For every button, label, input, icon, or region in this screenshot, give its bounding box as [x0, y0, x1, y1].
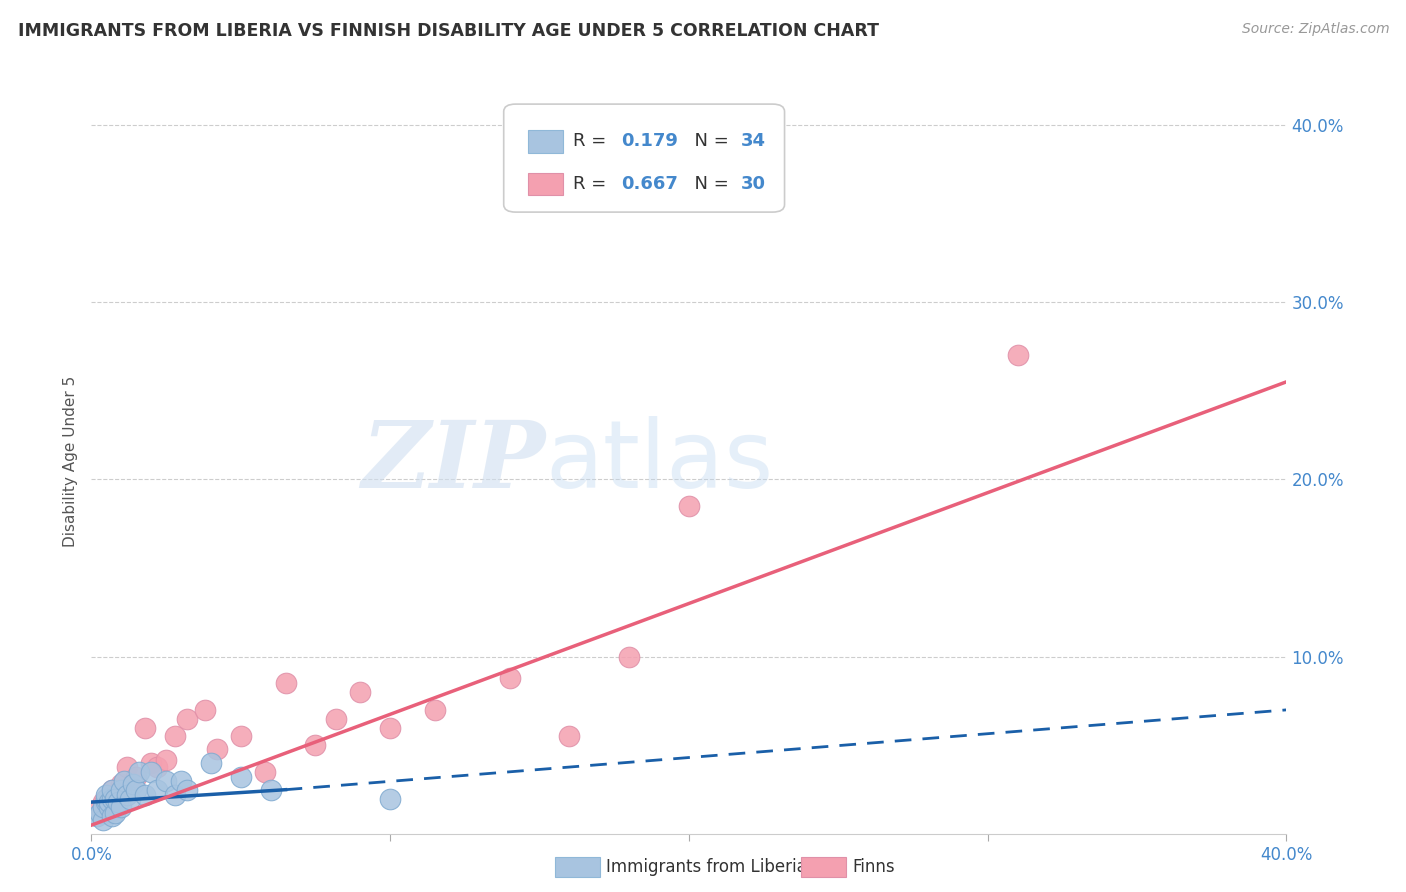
Point [423, 703, 446, 717]
Text: R =: R = [574, 175, 612, 193]
Point [110, 800, 132, 814]
Point [229, 770, 252, 784]
Text: atlas: atlas [546, 416, 773, 508]
Point [155, 773, 177, 788]
Point [349, 685, 371, 699]
Point [200, 756, 222, 770]
Point [101, 791, 124, 805]
FancyBboxPatch shape [503, 104, 785, 212]
Point [115, 759, 138, 773]
Point [253, 764, 276, 779]
Point [125, 770, 148, 784]
Text: 30: 30 [741, 175, 765, 193]
Point [325, 712, 347, 726]
Point [98, 800, 121, 814]
Point [146, 782, 169, 797]
Point [1007, 348, 1029, 362]
FancyBboxPatch shape [527, 173, 564, 195]
Text: R =: R = [574, 132, 612, 151]
Point [141, 764, 163, 779]
Point [304, 739, 326, 753]
Point [104, 791, 127, 805]
Point [112, 773, 135, 788]
Point [155, 752, 177, 766]
Point [96, 791, 118, 805]
Text: Finns: Finns [852, 858, 894, 876]
Point [120, 791, 142, 805]
Point [104, 805, 127, 820]
Point [98, 805, 121, 820]
Text: 0.179: 0.179 [621, 132, 678, 151]
Point [93, 800, 115, 814]
Point [104, 788, 127, 802]
Text: Source: ZipAtlas.com: Source: ZipAtlas.com [1241, 22, 1389, 37]
Point [274, 676, 297, 690]
Point [194, 703, 217, 717]
Point [176, 782, 198, 797]
Point [380, 791, 402, 805]
Point [229, 730, 252, 744]
Point [499, 671, 522, 685]
Point [380, 721, 402, 735]
Point [128, 764, 150, 779]
Point [86, 809, 108, 823]
Point [93, 795, 115, 809]
Text: Immigrants from Liberia: Immigrants from Liberia [606, 858, 807, 876]
Text: N =: N = [683, 175, 734, 193]
Point [89, 800, 111, 814]
Point [163, 730, 186, 744]
Y-axis label: Disability Age Under 5: Disability Age Under 5 [62, 376, 77, 547]
Point [89, 805, 111, 820]
Point [558, 730, 581, 744]
Point [259, 782, 281, 797]
Point [96, 795, 118, 809]
Point [115, 788, 138, 802]
Text: 0.667: 0.667 [621, 175, 678, 193]
Point [93, 813, 115, 827]
Point [110, 777, 132, 791]
Point [101, 782, 124, 797]
Point [101, 809, 124, 823]
Point [134, 788, 156, 802]
Point [170, 773, 193, 788]
Point [176, 712, 198, 726]
Point [125, 782, 148, 797]
Point [96, 788, 118, 802]
Point [96, 791, 118, 805]
Text: IMMIGRANTS FROM LIBERIA VS FINNISH DISABILITY AGE UNDER 5 CORRELATION CHART: IMMIGRANTS FROM LIBERIA VS FINNISH DISAB… [18, 22, 879, 40]
Point [205, 742, 228, 756]
Point [163, 788, 186, 802]
Point [122, 777, 145, 791]
Point [110, 782, 132, 797]
Point [107, 795, 129, 809]
Point [678, 499, 700, 513]
Point [98, 795, 121, 809]
Text: 34: 34 [741, 132, 765, 151]
Text: N =: N = [683, 132, 734, 151]
FancyBboxPatch shape [527, 130, 564, 153]
Point [619, 649, 641, 664]
Text: ZIP: ZIP [361, 417, 546, 507]
Point [134, 721, 156, 735]
Point [101, 782, 124, 797]
Point [146, 759, 169, 773]
Point [141, 756, 163, 770]
